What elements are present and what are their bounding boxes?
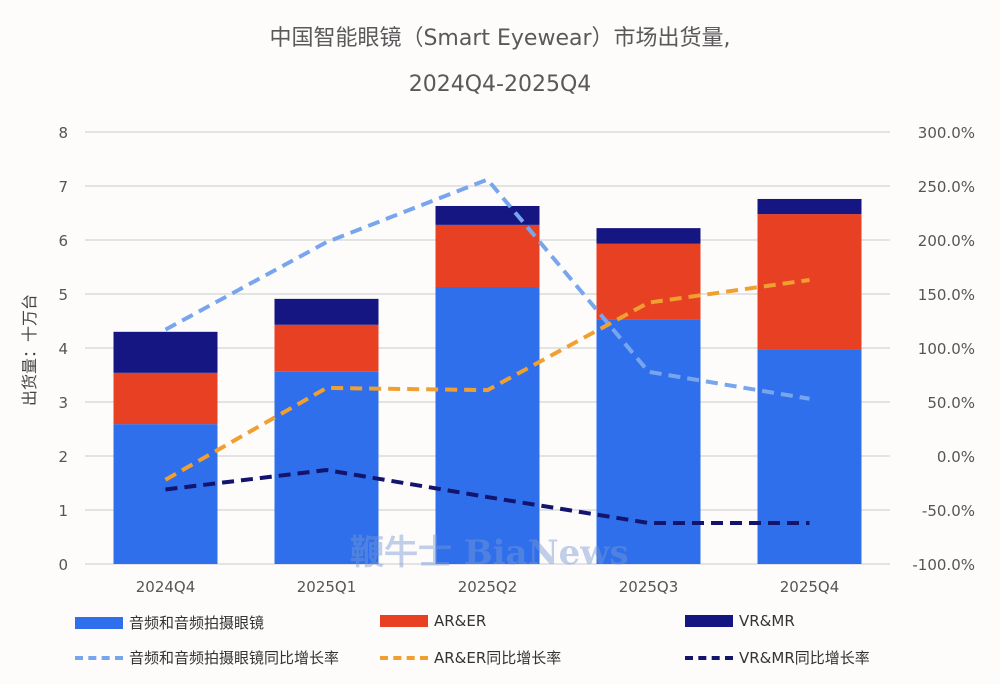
bar-vr-mr (757, 198, 862, 215)
y2-tick-label: -50.0% (922, 502, 975, 520)
x-tick-label: 2025Q1 (297, 578, 357, 596)
y2-tick-label: 100.0% (918, 340, 975, 358)
bar-audio (757, 349, 862, 564)
y2-tick-label: 50.0% (927, 394, 975, 412)
y2-tick-label: -100.0% (912, 556, 975, 574)
bar-ar-er (113, 372, 218, 425)
legend-marker (75, 616, 123, 629)
legend-item: 音频和音频拍摄眼镜同比增长率 (75, 647, 339, 668)
legend-item: VR&MR (685, 612, 795, 630)
legend-label: AR&ER同比增长率 (434, 649, 562, 667)
legend-marker (380, 655, 428, 660)
legend-item: 音频和音频拍摄眼镜 (75, 612, 264, 633)
legend-marker (380, 615, 428, 627)
y-tick-label: 1 (58, 502, 68, 520)
y-tick-label: 8 (58, 124, 68, 142)
legend-item: VR&MR同比增长率 (685, 647, 870, 668)
bar-ar-er (274, 324, 379, 372)
legend-label: AR&ER (434, 612, 487, 630)
x-tick-label: 2024Q4 (136, 578, 196, 596)
legend-label: VR&MR (739, 612, 795, 630)
bar-audio (274, 371, 379, 564)
legend-item: AR&ER (380, 612, 486, 630)
y2-tick-label: 300.0% (918, 124, 975, 142)
y2-tick-label: 250.0% (918, 178, 975, 196)
legend-label: VR&MR同比增长率 (739, 649, 870, 667)
watermark: 鞭牛士 BiaNews (350, 533, 629, 573)
y-tick-label: 3 (58, 394, 68, 412)
line-audio-growth (164, 177, 810, 401)
x-tick-label: 2025Q3 (619, 578, 679, 596)
bar-audio (435, 286, 540, 564)
bar-ar-er (435, 224, 540, 287)
legend-marker (685, 615, 733, 627)
legend-label: 音频和音频拍摄眼镜同比增长率 (129, 649, 340, 667)
bar-audio (113, 424, 218, 564)
legend-marker (685, 655, 733, 660)
legend-item: AR&ER同比增长率 (380, 647, 561, 668)
y-tick-label: 2 (58, 448, 68, 466)
y-tick-label: 7 (58, 178, 68, 196)
legend-marker (75, 655, 123, 660)
chart-title: 中国智能眼镜（Smart Eyewear）市场出货量, (269, 26, 731, 51)
bar-vr-mr (113, 331, 218, 373)
bar-vr-mr (274, 298, 379, 325)
y-tick-label: 6 (58, 232, 68, 250)
y-tick-label: 5 (58, 286, 68, 304)
y2-tick-label: 200.0% (918, 232, 975, 250)
legend-label: 音频和音频拍摄眼镜 (129, 614, 265, 632)
bar-vr-mr (596, 228, 701, 244)
bar-vr-mr (435, 205, 540, 225)
chart-subtitle: 2024Q4-2025Q4 (408, 72, 592, 97)
y2-tick-label: 150.0% (918, 286, 975, 304)
x-tick-label: 2025Q4 (780, 578, 840, 596)
y-tick-label: 4 (58, 340, 68, 358)
y2-tick-label: 0.0% (937, 448, 975, 466)
x-tick-label: 2025Q2 (458, 578, 518, 596)
y-tick-label: 0 (58, 556, 68, 574)
bar-ar-er (596, 243, 701, 320)
